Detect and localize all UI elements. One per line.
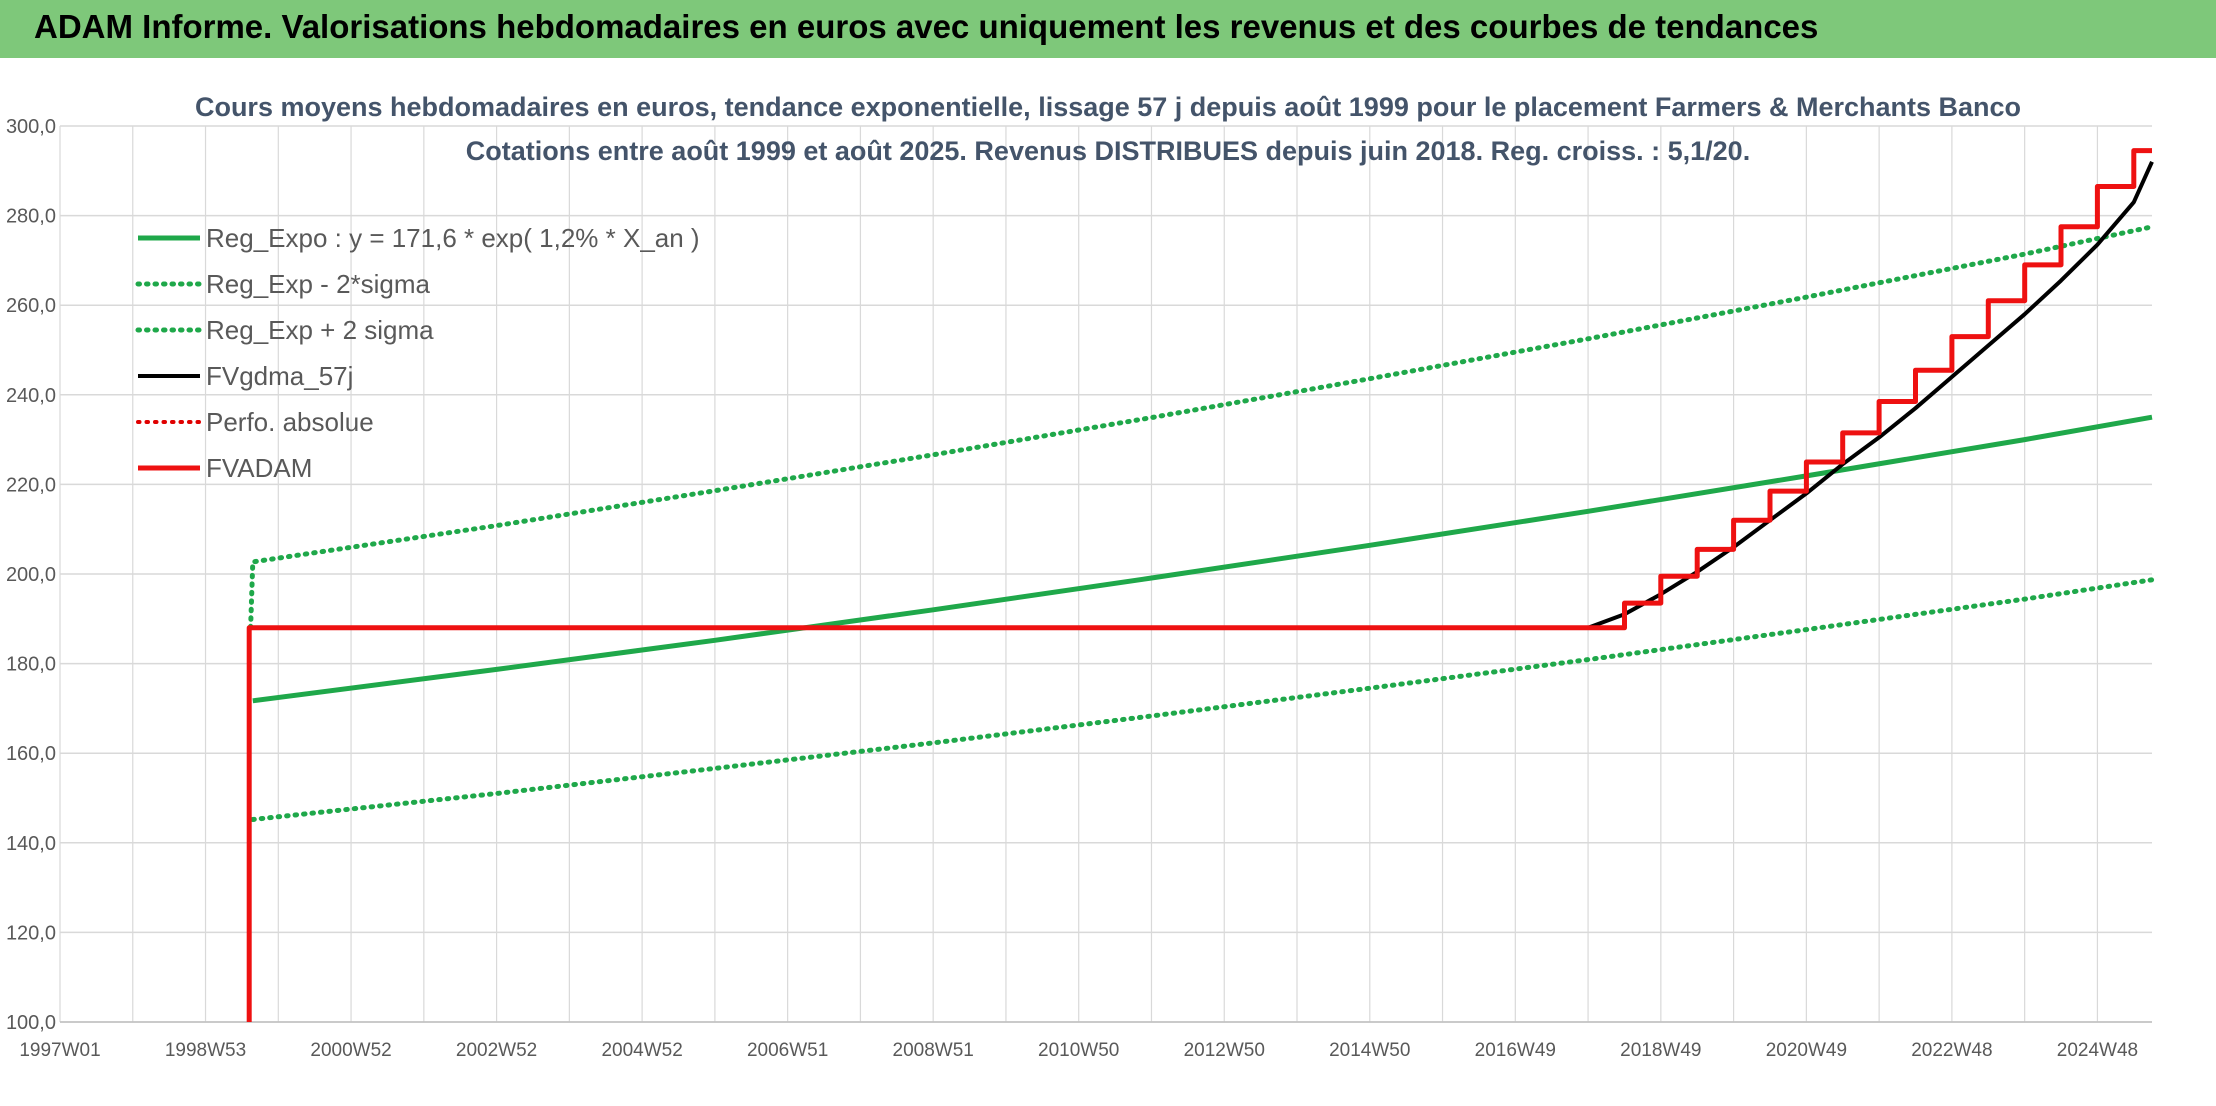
x-tick-label: 2010W50 <box>1038 1040 1119 1061</box>
chart-area: 100,0 120,0 140,0 160,0 180,0 200,0 220,0 240,0… <box>0 58 2216 1106</box>
legend-layer: Reg_Expo : y = 171,6 * exp( 1,2% * X_an … <box>135 223 700 483</box>
x-tick-label: 2002W52 <box>456 1040 537 1061</box>
legend-label: Reg_Exp - 2*sigma <box>206 269 431 299</box>
legend-label: Reg_Expo : y = 171,6 * exp( 1,2% * X_an … <box>206 223 700 253</box>
report-title: ADAM Informe. Valorisations hebdomadaire… <box>34 8 1819 45</box>
x-tick-label: 2004W52 <box>601 1040 682 1061</box>
legend-label: Perfo. absolue <box>206 407 374 437</box>
legend-label: FVADAM <box>206 453 312 483</box>
legend-label: Reg_Exp + 2 sigma <box>206 315 434 345</box>
x-tick-label: 2022W48 <box>1911 1040 1992 1061</box>
x-tick-label: 2014W50 <box>1329 1040 1410 1061</box>
report-banner: ADAM Informe. Valorisations hebdomadaire… <box>0 0 2216 58</box>
series-line-1 <box>250 577 2155 822</box>
x-tick-label: 2024W48 <box>2057 1040 2138 1061</box>
legend-label: FVgdma_57j <box>206 361 353 391</box>
y-tick-label: 280,0 <box>6 206 56 228</box>
x-tick-label: 1998W53 <box>165 1040 246 1061</box>
y-tick-label: 240,0 <box>6 385 56 407</box>
y-tick-label: 140,0 <box>6 833 56 855</box>
x-tick-label: 2000W52 <box>310 1040 391 1061</box>
ticks-layer: 100,0 120,0 140,0 160,0 180,0 200,0 220,0 240,0… <box>6 116 2138 1061</box>
x-tick-label: 2006W51 <box>747 1040 828 1061</box>
x-tick-label: 2018W49 <box>1620 1040 1701 1061</box>
x-tick-label: 2016W49 <box>1475 1040 1556 1061</box>
y-tick-label: 200,0 <box>6 564 56 586</box>
x-tick-label: 1997W01 <box>19 1040 100 1061</box>
y-tick-label: 300,0 <box>6 116 56 138</box>
y-tick-label: 100,0 <box>6 1012 56 1034</box>
x-tick-label: 2008W51 <box>893 1040 974 1061</box>
chart-svg: 100,0 120,0 140,0 160,0 180,0 200,0 220,0 240,0… <box>6 116 2155 1061</box>
y-tick-label: 220,0 <box>6 474 56 496</box>
chart-title: Cours moyens hebdomadaires en euros, ten… <box>194 92 2022 122</box>
chart-subtitle: Cotations entre août 1999 et août 2025. … <box>465 136 1751 166</box>
y-tick-label: 120,0 <box>6 922 56 944</box>
x-tick-label: 2020W49 <box>1766 1040 1847 1061</box>
series-line-5 <box>246 148 2152 1022</box>
y-tick-label: 180,0 <box>6 654 56 676</box>
y-tick-label: 260,0 <box>6 295 56 317</box>
series-line-2 <box>248 224 2155 631</box>
grid-layer <box>59 125 2152 1023</box>
y-tick-label: 160,0 <box>6 743 56 765</box>
series-line-3 <box>1587 160 2154 630</box>
x-tick-label: 2012W50 <box>1184 1040 1265 1061</box>
series-layer <box>246 148 2155 1022</box>
series-line-0 <box>252 414 2153 704</box>
